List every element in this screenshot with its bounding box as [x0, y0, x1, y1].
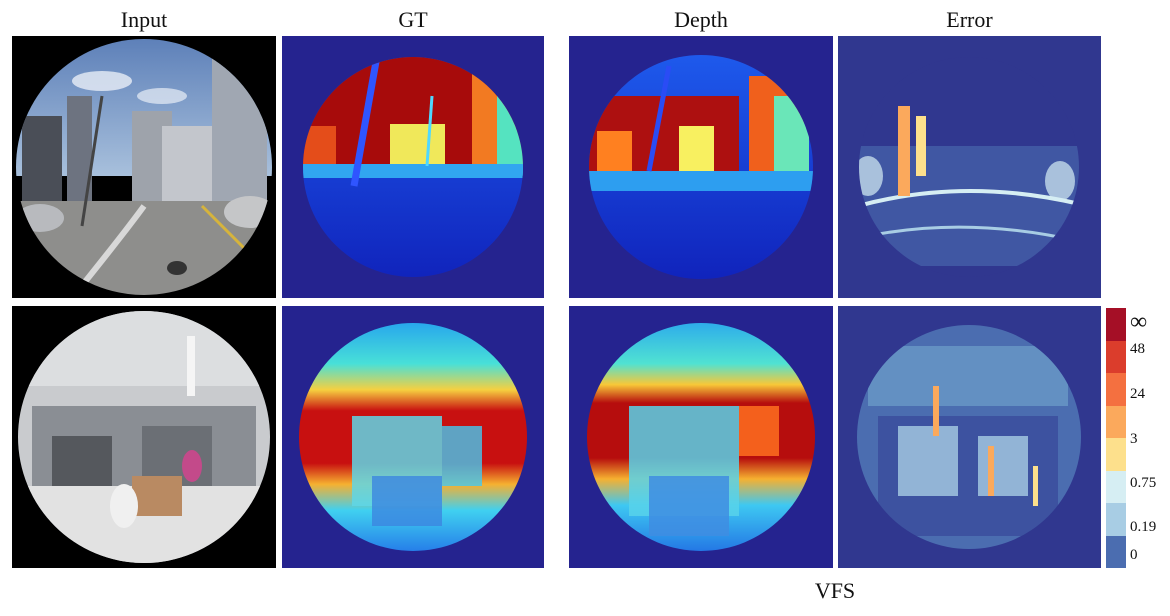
- colorbar-swatch: [1106, 535, 1126, 568]
- input-image-indoor: [12, 306, 276, 568]
- colorbar-label-075: 0.75: [1130, 475, 1157, 491]
- column-title-error: Error: [946, 7, 993, 32]
- depth-pred-outdoor: [569, 36, 833, 298]
- colorbar-label-48: 48: [1130, 341, 1145, 357]
- figure-caption: VFS: [814, 578, 856, 603]
- depth-pred-indoor: [569, 306, 833, 568]
- gt-depth-indoor: [282, 306, 544, 568]
- column-title-gt: GT: [398, 7, 428, 32]
- colorbar-swatch: [1106, 308, 1126, 341]
- error-map-outdoor: [838, 36, 1101, 298]
- colorbar-swatch: [1106, 340, 1126, 373]
- colorbar-swatch: [1106, 470, 1126, 503]
- input-image-outdoor: [12, 36, 276, 298]
- error-colorbar: [1106, 308, 1126, 568]
- colorbar-swatch: [1106, 438, 1126, 471]
- gt-depth-outdoor: [282, 36, 544, 298]
- colorbar-label-infinity: ∞: [1130, 309, 1148, 335]
- colorbar-swatch: [1106, 373, 1126, 406]
- column-title-depth: Depth: [674, 7, 728, 32]
- colorbar-label-24: 24: [1130, 386, 1145, 402]
- colorbar-label-019: 0.19: [1130, 519, 1157, 535]
- column-title-input: Input: [120, 7, 168, 32]
- error-map-indoor: [838, 306, 1101, 568]
- colorbar-swatch: [1106, 503, 1126, 536]
- colorbar-label-3: 3: [1130, 431, 1138, 447]
- colorbar-swatch: [1106, 405, 1126, 438]
- colorbar-label-0: 0: [1130, 547, 1138, 563]
